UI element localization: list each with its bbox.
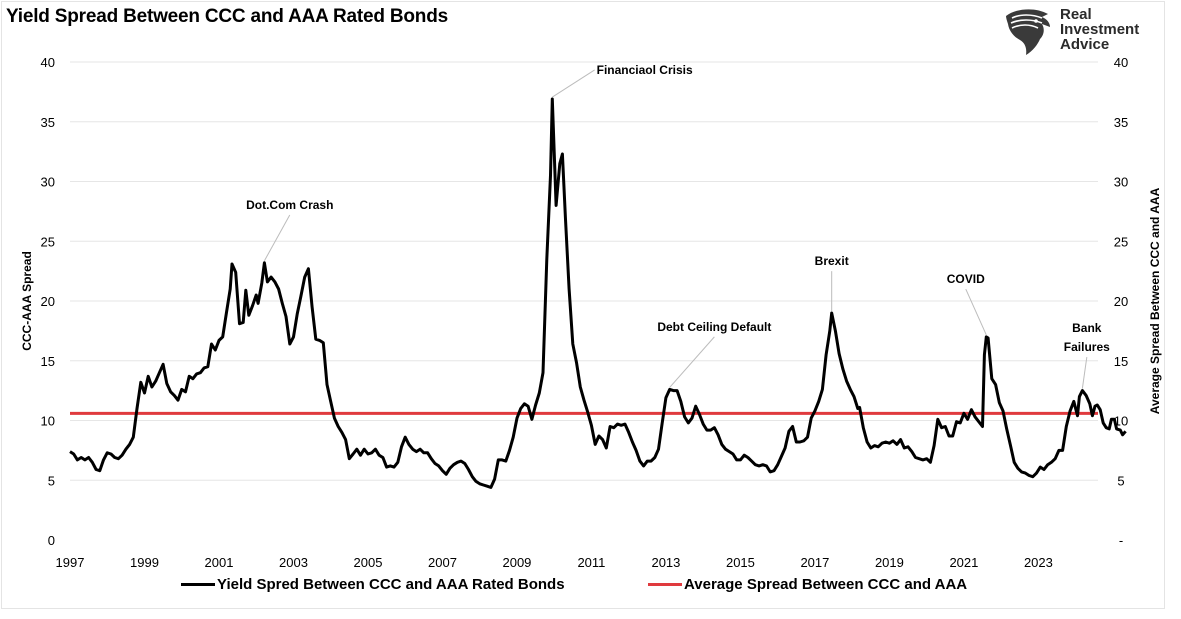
chart-title: Yield Spread Between CCC and AAA Rated B… <box>6 6 448 27</box>
logo-line-2: Investment <box>1060 21 1140 38</box>
chart-legend: Yield Spred Between CCC and AAA Rated Bo… <box>0 576 1181 598</box>
annotation-dot-com-crash-leader <box>263 214 291 262</box>
y-axis-left-label: CCC-AAA Spread <box>20 251 34 351</box>
brand-logo: Real Investment Advice <box>1002 6 1162 58</box>
y-right-tick-30: 30 <box>1114 175 1128 190</box>
chart-frame <box>1 1 1165 609</box>
y-right-tick-10: 10 <box>1114 414 1128 429</box>
ccc-aaa-spread-line <box>69 97 1127 489</box>
x-tick-2015: 2015 <box>726 555 755 570</box>
y-right-tick-15: 15 <box>1114 354 1128 369</box>
annotation-covid-line-0: COVID <box>947 272 985 286</box>
y-left-tick-40: 40 <box>41 55 55 70</box>
y-right-tick-40: 40 <box>1114 55 1128 70</box>
x-tick-2019: 2019 <box>875 555 904 570</box>
annotation-covid-leader <box>965 288 987 336</box>
x-tick-2005: 2005 <box>354 555 383 570</box>
annotation-debt-ceiling-default-line-0: Debt Ceiling Default <box>657 320 771 334</box>
logo-line-3: Advice <box>1060 36 1110 53</box>
x-tick-1999: 1999 <box>130 555 159 570</box>
y-right-tick-25: 25 <box>1114 234 1128 249</box>
annotations-layer: Dot.Com Crash Financiaol Crisis Debt Ceili… <box>246 63 1110 389</box>
y-right-tick-35: 35 <box>1114 115 1128 130</box>
legend-item-spread: Yield Spred Between CCC and AAA Rated Bo… <box>181 576 565 593</box>
x-tick-2009: 2009 <box>502 555 531 570</box>
y-left-tick-30: 30 <box>41 175 55 190</box>
annotation-financiaol-crisis-line-0: Financiaol Crisis <box>597 63 693 77</box>
annotation-brexit-line-0: Brexit <box>815 254 849 268</box>
y-left-tick-15: 15 <box>41 354 55 369</box>
annotation-dot-com-crash-line-0: Dot.Com Crash <box>246 198 333 212</box>
y-left-tick-35: 35 <box>41 115 55 130</box>
logo-line-1: Real <box>1060 6 1092 23</box>
y-right-tick-0: - <box>1119 533 1123 548</box>
eagle-head-logo-icon <box>1006 9 1050 55</box>
x-tick-2001: 2001 <box>205 555 234 570</box>
legend-label-average: Average Spread Between CCC and AAA <box>684 576 968 593</box>
x-tick-1997: 1997 <box>56 555 85 570</box>
legend-label-spread: Yield Spred Between CCC and AAA Rated Bo… <box>217 576 565 593</box>
x-tick-2021: 2021 <box>949 555 978 570</box>
series-layer <box>69 97 1127 489</box>
grid-lines <box>70 61 1098 481</box>
legend-swatch-red <box>648 583 682 586</box>
annotation-bank-failures-leader <box>1081 356 1088 389</box>
annotation-debt-ceiling-default-leader <box>669 336 715 388</box>
x-axis-ticks: 1997 1999 2001 2003 2005 2007 2009 2011 2013 2015… <box>56 555 1053 570</box>
y-left-tick-5: 5 <box>48 473 55 488</box>
y-axis-left-ticks: 0 5 10 15 20 25 30 35 40 <box>41 55 55 548</box>
y-left-tick-0: 0 <box>48 533 55 548</box>
y-axis-right-ticks: - 5 10 15 20 25 30 35 40 <box>1114 55 1128 548</box>
annotation-bank-failures-line-0: Bank <box>1072 321 1102 335</box>
x-tick-2003: 2003 <box>279 555 308 570</box>
y-right-tick-20: 20 <box>1114 294 1128 309</box>
y-left-tick-20: 20 <box>41 294 55 309</box>
y-right-tick-5: 5 <box>1117 473 1124 488</box>
legend-swatch-black <box>181 583 215 586</box>
x-tick-2011: 2011 <box>577 555 605 570</box>
y-left-tick-10: 10 <box>41 414 55 429</box>
legend-item-average: Average Spread Between CCC and AAA <box>648 576 967 593</box>
x-tick-2013: 2013 <box>651 555 680 570</box>
annotation-bank-failures-line-1: Failures <box>1064 340 1110 354</box>
annotation-financiaol-crisis-leader <box>552 69 595 98</box>
x-tick-2023: 2023 <box>1024 555 1053 570</box>
x-tick-2017: 2017 <box>800 555 829 570</box>
x-tick-2007: 2007 <box>428 555 457 570</box>
y-axis-right-label: Average Spread Between CCC and AAA <box>1148 187 1162 414</box>
y-left-tick-25: 25 <box>41 234 55 249</box>
